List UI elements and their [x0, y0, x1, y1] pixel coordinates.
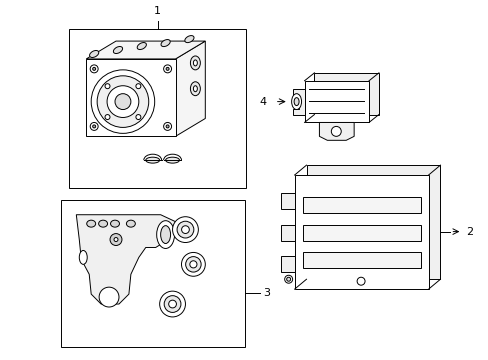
Circle shape	[136, 114, 141, 120]
Ellipse shape	[79, 251, 87, 264]
Circle shape	[166, 67, 169, 70]
Circle shape	[166, 125, 169, 128]
Circle shape	[181, 226, 189, 234]
Circle shape	[168, 300, 176, 308]
Bar	[280, 256, 294, 272]
Circle shape	[160, 291, 185, 317]
Circle shape	[93, 125, 96, 128]
Circle shape	[110, 234, 122, 246]
Bar	[280, 225, 294, 240]
Ellipse shape	[89, 50, 99, 58]
Ellipse shape	[86, 220, 96, 227]
Bar	[302, 225, 420, 240]
Circle shape	[185, 257, 201, 272]
Circle shape	[356, 277, 365, 285]
Circle shape	[105, 114, 110, 120]
Ellipse shape	[110, 220, 119, 227]
Bar	[302, 252, 420, 268]
Circle shape	[114, 238, 118, 242]
Polygon shape	[76, 215, 175, 304]
Ellipse shape	[99, 220, 107, 227]
Text: 1: 1	[154, 6, 161, 16]
Circle shape	[164, 296, 181, 312]
Circle shape	[172, 217, 198, 243]
Polygon shape	[175, 41, 205, 136]
Ellipse shape	[193, 60, 197, 66]
Polygon shape	[86, 41, 205, 59]
Bar	[304, 81, 368, 122]
Circle shape	[286, 277, 290, 281]
Circle shape	[181, 252, 205, 276]
Bar	[86, 59, 175, 136]
Bar	[294, 175, 427, 289]
Circle shape	[331, 126, 341, 136]
Ellipse shape	[161, 226, 170, 243]
Circle shape	[93, 67, 96, 70]
Ellipse shape	[113, 46, 122, 54]
Ellipse shape	[126, 220, 135, 227]
Ellipse shape	[161, 40, 170, 46]
Polygon shape	[319, 122, 353, 140]
Ellipse shape	[190, 82, 200, 96]
Text: 4: 4	[259, 96, 266, 107]
Circle shape	[284, 275, 292, 283]
Bar	[306, 165, 440, 279]
Circle shape	[107, 86, 139, 117]
Circle shape	[177, 221, 193, 238]
Ellipse shape	[156, 221, 174, 248]
Text: 2: 2	[466, 226, 472, 237]
Bar	[69, 29, 245, 188]
Circle shape	[163, 122, 171, 130]
Circle shape	[105, 84, 110, 89]
Bar	[61, 200, 244, 347]
Bar	[280, 193, 294, 209]
Polygon shape	[292, 89, 304, 114]
Ellipse shape	[291, 94, 301, 109]
Ellipse shape	[293, 98, 299, 105]
Ellipse shape	[165, 157, 179, 163]
Circle shape	[97, 76, 148, 127]
Circle shape	[90, 122, 98, 130]
Circle shape	[115, 94, 131, 109]
Circle shape	[99, 287, 119, 307]
Ellipse shape	[184, 36, 194, 42]
Ellipse shape	[137, 42, 146, 50]
Circle shape	[163, 65, 171, 73]
Ellipse shape	[190, 56, 200, 70]
Ellipse shape	[145, 157, 160, 163]
Circle shape	[189, 261, 197, 268]
Circle shape	[90, 65, 98, 73]
Circle shape	[91, 70, 154, 133]
Bar	[314, 73, 378, 114]
Ellipse shape	[193, 86, 197, 92]
Circle shape	[136, 84, 141, 89]
Bar	[302, 197, 420, 213]
Text: 3: 3	[263, 288, 269, 298]
